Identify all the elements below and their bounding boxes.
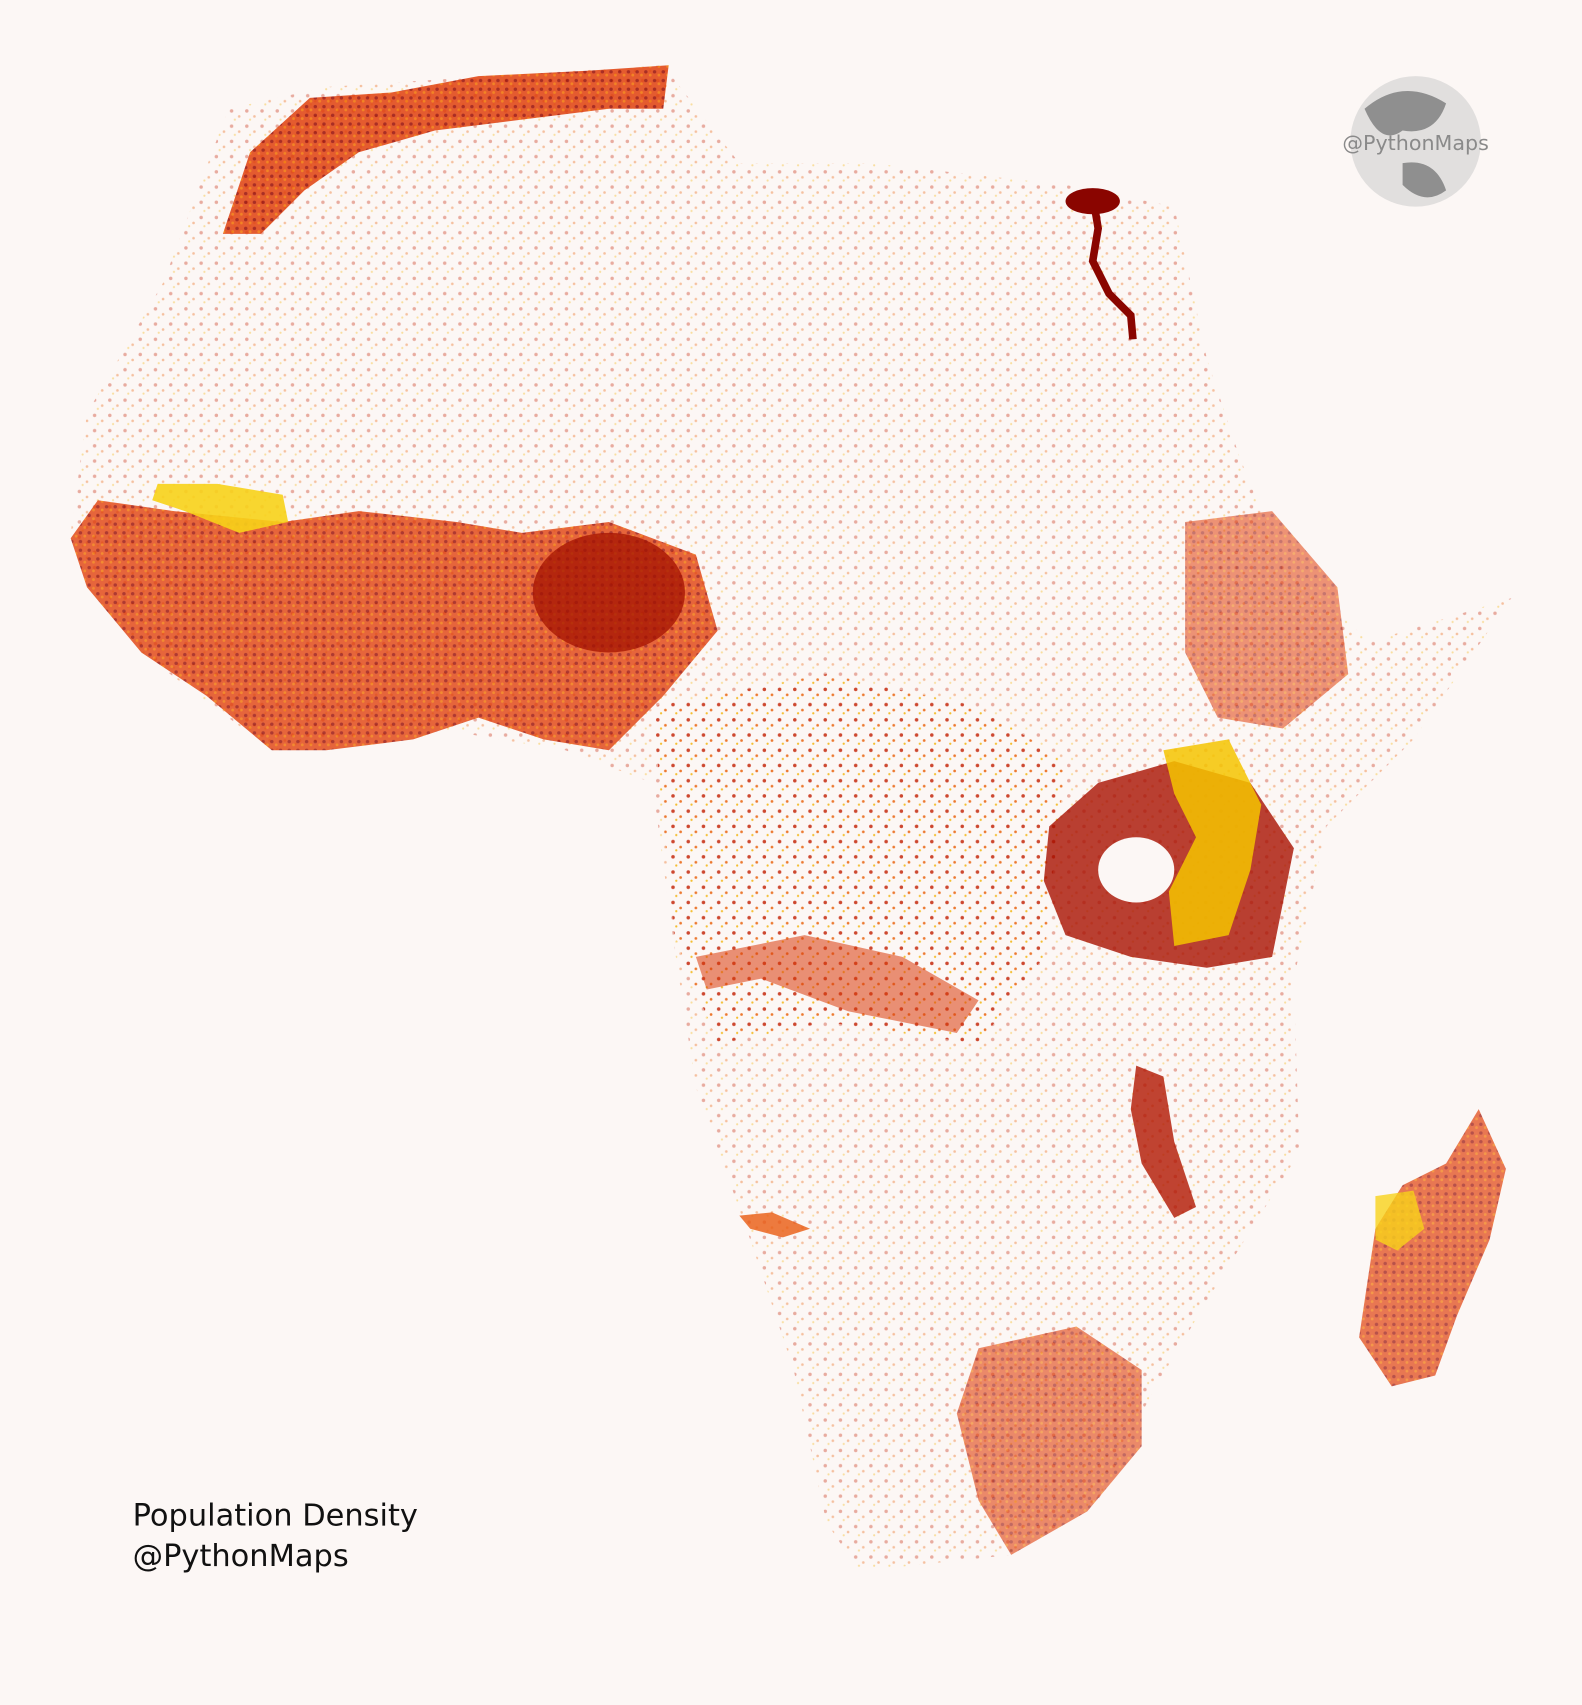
- madagascar-yellow: [1375, 1190, 1425, 1251]
- population-layer: [70, 65, 1512, 1572]
- caption-title: Population Density: [133, 1499, 418, 1534]
- kenya-yellow: [1163, 739, 1262, 947]
- madagascar: [1359, 1109, 1506, 1387]
- southern-africa: [956, 1326, 1142, 1555]
- sahel-yellow: [152, 483, 289, 533]
- malawi: [1130, 1065, 1197, 1218]
- maghreb: [222, 65, 669, 234]
- nigeria-core: [532, 532, 685, 653]
- congo-band: [695, 935, 979, 1033]
- logo: @PythonMaps: [1342, 76, 1489, 207]
- logo-land: [1402, 162, 1447, 198]
- nile-delta: [1065, 188, 1120, 215]
- caption-credit: @PythonMaps: [133, 1539, 349, 1574]
- lake-victoria: [1098, 837, 1175, 903]
- nile: [1088, 195, 1137, 340]
- logo-label: @PythonMaps: [1342, 131, 1489, 155]
- ethiopia: [1185, 511, 1349, 729]
- logo-land: [1364, 91, 1447, 136]
- namibia-strip: [739, 1212, 811, 1238]
